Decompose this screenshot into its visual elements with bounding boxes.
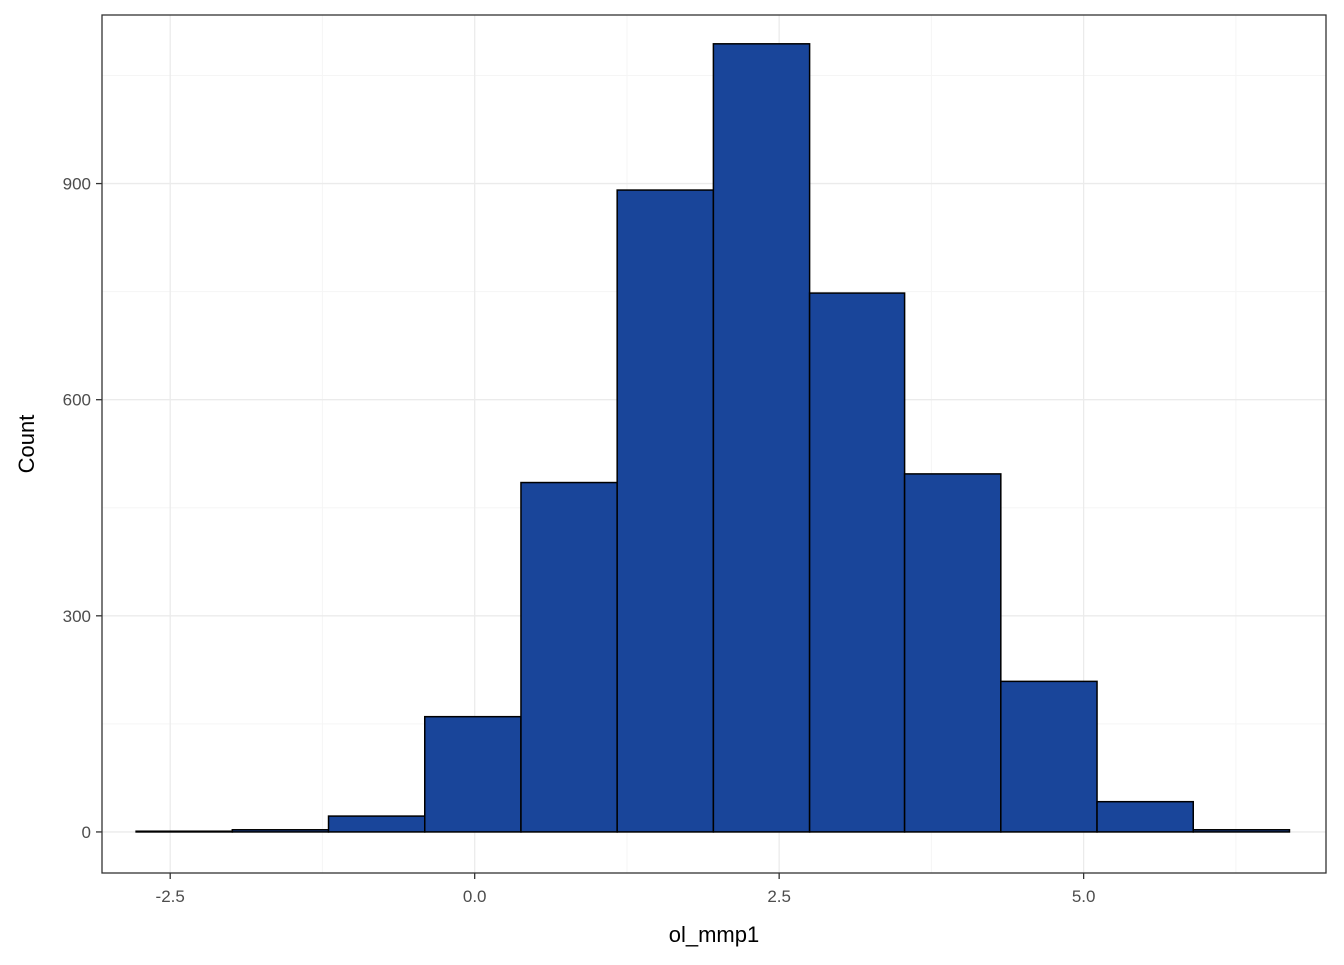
histogram-bar-9 — [903, 473, 1002, 833]
x-tick-label: 0.0 — [463, 887, 487, 906]
axis-ticks — [96, 182, 1085, 879]
histogram-bar-12 — [1192, 829, 1291, 833]
x-tick-label: 5.0 — [1072, 887, 1096, 906]
histogram-bar-2 — [231, 829, 330, 833]
histogram-bar-7 — [712, 43, 811, 833]
histogram-bar-1 — [135, 830, 234, 833]
y-tick-labels: 0 300 600 900 — [63, 175, 91, 842]
histogram-bar-11 — [1096, 800, 1194, 833]
histogram-bar-3 — [327, 815, 426, 833]
y-axis-title: Count — [14, 415, 39, 474]
histogram-bar-4 — [423, 715, 522, 833]
panel-border — [101, 14, 1327, 874]
y-tick-label: 900 — [63, 175, 91, 194]
x-tick-label: -2.5 — [156, 887, 185, 906]
x-tick-labels: -2.5 0.0 2.5 5.0 — [156, 887, 1096, 906]
histogram-bars — [135, 43, 1291, 833]
histogram-bar-5 — [520, 481, 618, 833]
histogram-bar-8 — [808, 292, 906, 833]
histogram-bar-6 — [616, 189, 715, 833]
y-tick-label: 0 — [82, 823, 91, 842]
y-tick-label: 600 — [63, 391, 91, 410]
x-axis-title: ol_mmp1 — [669, 922, 759, 947]
histogram-bar-10 — [1000, 680, 1098, 833]
y-tick-label: 300 — [63, 607, 91, 626]
x-tick-label: 2.5 — [767, 887, 791, 906]
